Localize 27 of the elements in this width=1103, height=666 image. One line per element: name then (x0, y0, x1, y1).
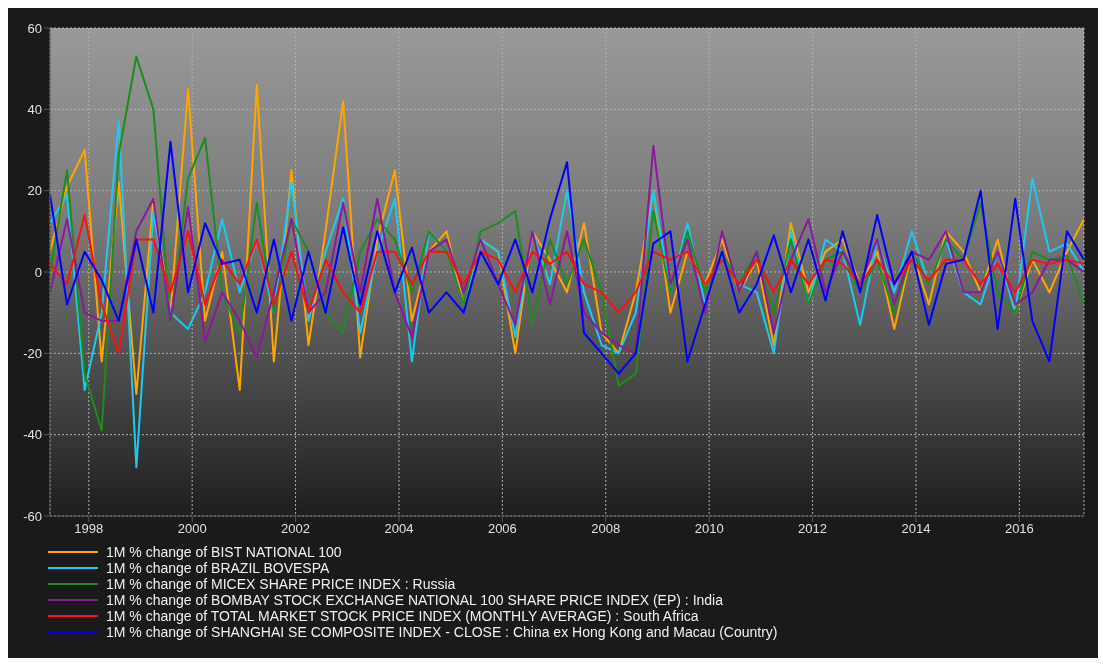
legend-label: 1M % change of BOMBAY STOCK EXCHANGE NATIONAL 100 SHARE PRICE INDEX (EP) : India (106, 592, 723, 608)
x-tick-label: 2006 (487, 521, 517, 537)
x-tick-label: 2010 (694, 521, 724, 537)
legend-label: 1M % change of BRAZIL BOVESPA (106, 560, 330, 576)
y-tick-label: 0 (34, 264, 42, 280)
line-series (50, 55, 1084, 432)
y-tick-label: 20 (27, 183, 42, 199)
x-tick-label: 2016 (1004, 521, 1034, 537)
legend-label: 1M % change of BIST NATIONAL 100 (106, 544, 342, 560)
x-tick-label: 2002 (281, 521, 311, 537)
y-tick-label: 40 (27, 101, 42, 117)
y-tick-label: -60 (23, 508, 42, 524)
x-tick-label: 2004 (384, 521, 414, 537)
line-series (50, 214, 1084, 355)
y-tick-label: -20 (23, 345, 42, 361)
x-tick-label: 2014 (901, 521, 931, 537)
legend-label: 1M % change of TOTAL MARKET STOCK PRICE INDEX (MONTHLY AVERAGE) : South Africa (106, 608, 699, 624)
x-tick-label: 2008 (591, 521, 621, 537)
y-tick-label: 60 (27, 20, 42, 36)
x-tick-label: 2012 (798, 521, 828, 537)
line-series (50, 120, 1084, 469)
legend-label: 1M % change of MICEX SHARE PRICE INDEX : Russia (106, 576, 456, 592)
y-tick-label: -40 (23, 427, 42, 443)
x-tick-label: 2000 (177, 521, 207, 537)
x-tick-label: 1998 (74, 521, 104, 537)
line-series (50, 83, 1084, 395)
legend-label: 1M % change of SHANGHAI SE COMPOSITE INDEX - CLOSE : China ex Hong Kong and Macau (Country) (106, 624, 778, 640)
